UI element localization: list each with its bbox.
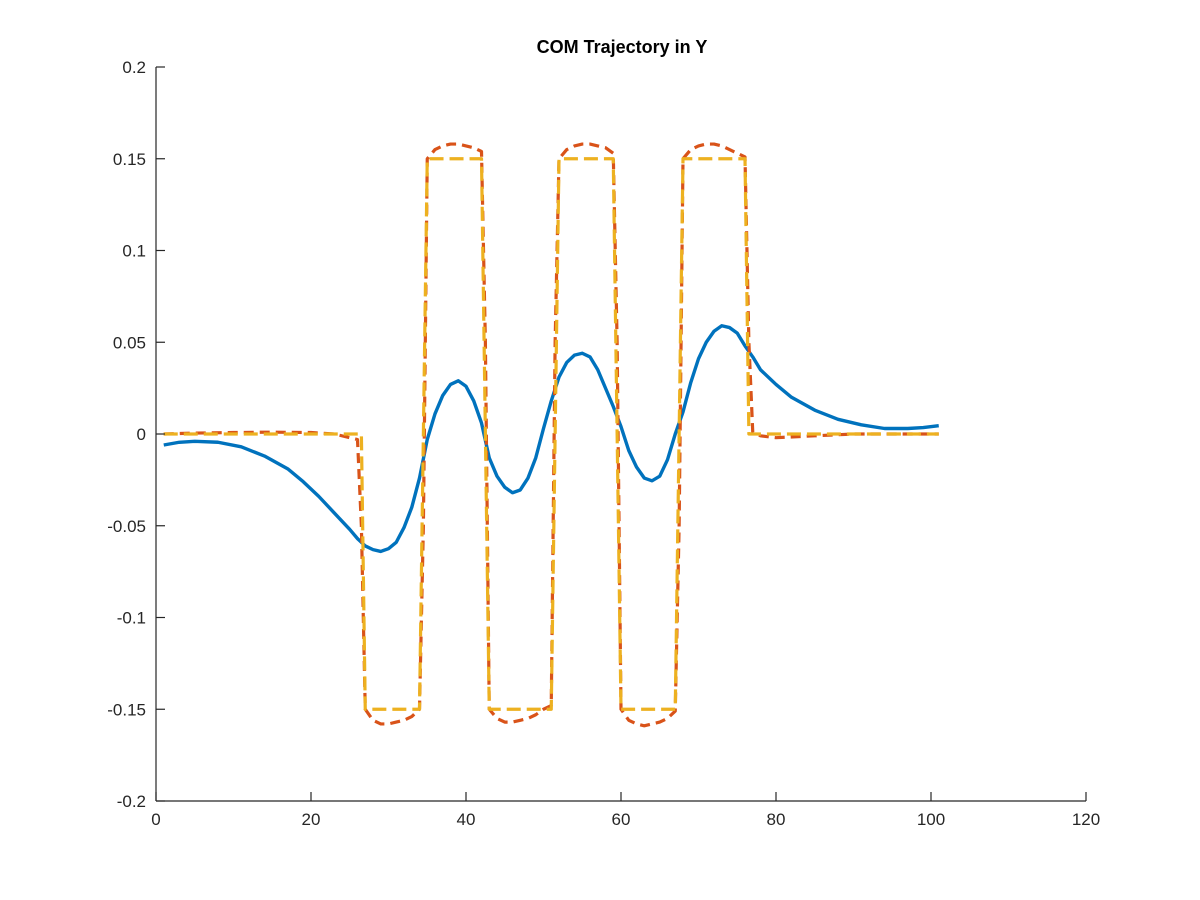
chart-title: COM Trajectory in Y bbox=[537, 37, 708, 57]
x-tick-label: 0 bbox=[151, 810, 160, 829]
y-tick-label: -0.05 bbox=[107, 517, 146, 536]
series-line-3 bbox=[163, 157, 939, 711]
y-tick-label: -0.15 bbox=[107, 700, 146, 719]
y-tick-label: -0.2 bbox=[117, 792, 146, 811]
series-layer bbox=[163, 142, 939, 728]
x-tick-label: 20 bbox=[302, 810, 321, 829]
y-tick-label: 0.05 bbox=[113, 333, 146, 352]
y-tick-label: 0.1 bbox=[122, 242, 146, 261]
y-tick-label: -0.1 bbox=[117, 609, 146, 628]
x-tick-label: 120 bbox=[1072, 810, 1100, 829]
y-tick-label: 0.15 bbox=[113, 150, 146, 169]
x-tick-label: 80 bbox=[767, 810, 786, 829]
x-tick-label: 100 bbox=[917, 810, 945, 829]
x-tick-label: 40 bbox=[457, 810, 476, 829]
y-tick-label: 0 bbox=[137, 425, 146, 444]
y-tick-label: 0.2 bbox=[122, 58, 146, 77]
series-line-2 bbox=[163, 142, 939, 728]
series-line-1 bbox=[163, 324, 939, 554]
axes-layer: 0 20 40 60 80 100 120 -0.2 -0.15 -0.1 -0.05 0 0.05 0.… bbox=[107, 58, 1100, 829]
x-tick-label: 60 bbox=[612, 810, 631, 829]
